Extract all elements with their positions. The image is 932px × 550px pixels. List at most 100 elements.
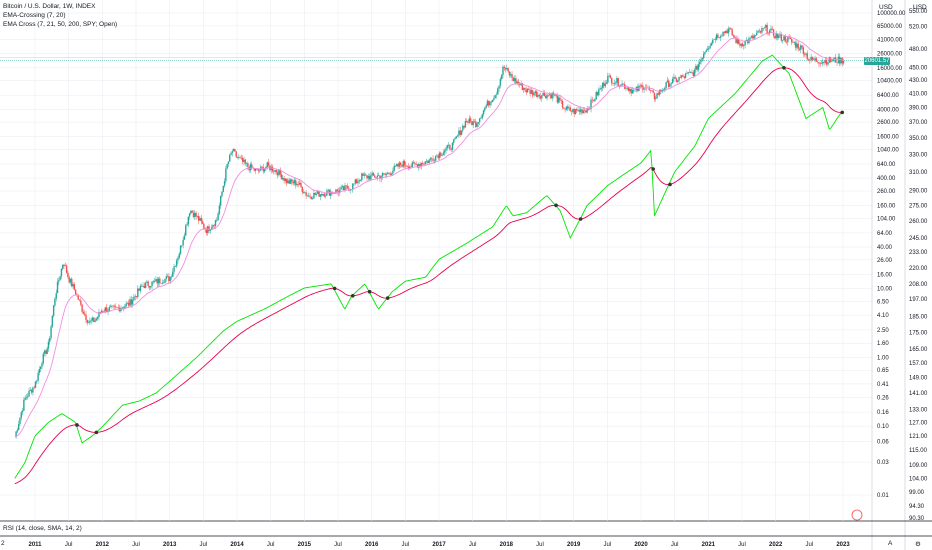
candle-body (458, 130, 460, 136)
candle-body (713, 39, 715, 41)
candle-body (557, 97, 560, 103)
candle-body (815, 58, 818, 62)
price-tick-label: 26000.00 (877, 51, 903, 57)
candle-body (222, 185, 224, 192)
candle-body (609, 75, 612, 78)
candle-body (275, 169, 278, 173)
candle-body (539, 96, 542, 99)
candle-body (504, 67, 507, 70)
candle-body (122, 307, 125, 309)
candle-body (81, 304, 83, 312)
candle-body (23, 399, 25, 411)
price-tick-label: 65000.00 (877, 24, 903, 30)
candle-body (519, 84, 521, 86)
candle-body (291, 179, 293, 182)
candle-body (166, 276, 169, 277)
auto-scale-button[interactable]: A (888, 540, 893, 547)
candle-body (39, 366, 42, 369)
candle-body (469, 118, 472, 122)
candle-body (93, 317, 95, 322)
candle-body (221, 191, 223, 196)
candle-body (235, 151, 237, 157)
candle-body (128, 302, 130, 306)
candle-body (153, 281, 156, 282)
candle-body (165, 276, 167, 279)
legend-ema-crossing[interactable]: EMA-Crossing (7, 20) (3, 12, 66, 19)
candle-body (288, 180, 291, 184)
candle-body (765, 24, 767, 28)
candle-body (183, 235, 186, 240)
candle-body (796, 43, 798, 48)
cross-marker (651, 167, 655, 171)
spy-tick-label: 197.00 (909, 297, 928, 303)
candle-body (573, 109, 575, 114)
candle-body (759, 31, 762, 33)
cross-marker (367, 289, 372, 294)
candle-body (521, 83, 524, 90)
candle-body (434, 156, 437, 161)
candle-body (677, 80, 679, 82)
legend-ema-cross[interactable]: EMA Cross (7, 21, 50, 200, SPY; Open) (3, 21, 118, 28)
candle-body (462, 125, 464, 131)
candle-body (756, 32, 758, 35)
candle-body (507, 68, 509, 72)
candle-body (99, 311, 101, 313)
price-tick-label: 1.60 (877, 341, 889, 347)
candle-body (300, 182, 302, 187)
price-tick-label: 0.01 (877, 493, 889, 499)
candle-body (207, 226, 209, 234)
candle-body (705, 50, 707, 52)
time-tick-label: Jul (132, 542, 140, 548)
rsi-legend[interactable]: RSI (14, close, SMA, 14, 2) (3, 525, 82, 532)
settings-icon[interactable]: ⚙ (915, 541, 921, 548)
candle-body (596, 91, 599, 96)
candle-body (335, 189, 337, 194)
candle-body (173, 266, 175, 272)
candle-body (30, 389, 33, 393)
candle-body (429, 158, 432, 160)
candle-body (766, 24, 768, 34)
spy-tick-label: 133.00 (909, 407, 928, 413)
candle-body (341, 186, 344, 188)
candle-body (832, 59, 834, 62)
candle-body (678, 77, 680, 81)
candle-body (264, 168, 266, 172)
candle-body (159, 278, 161, 284)
candle-body (29, 389, 32, 391)
legend-symbol[interactable]: Bitcoin / U.S. Dollar, 1W, INDEX (3, 3, 96, 10)
candle-body (46, 348, 48, 354)
candle-body (174, 266, 177, 267)
candle-body (203, 223, 205, 229)
spy-tick-label: 290.00 (909, 189, 928, 195)
candle-body (266, 162, 268, 167)
candle-body (605, 82, 608, 84)
candle-body (327, 189, 329, 191)
candle-body (494, 95, 496, 99)
candle-body (633, 89, 635, 91)
candle-body (317, 191, 319, 194)
candle-body (278, 169, 280, 176)
time-tick-label: 2022 (769, 542, 783, 548)
candle-body (38, 368, 41, 374)
candle-body (453, 139, 455, 143)
candle-body (512, 77, 515, 82)
candle-body (791, 38, 793, 43)
candle-body (309, 195, 311, 197)
candle-body (486, 100, 489, 106)
time-tick-label: 2021 (702, 542, 716, 548)
candle-body (806, 53, 808, 60)
candle-body (397, 164, 399, 167)
candle-body (731, 29, 733, 36)
candle-body (792, 42, 794, 43)
candle-body (195, 212, 197, 217)
candle-body (555, 94, 557, 96)
spy-tick-label: 115.00 (909, 448, 928, 454)
candle-body (345, 185, 347, 187)
candle-body (779, 34, 781, 36)
candle-body (175, 260, 178, 267)
candle-body (622, 83, 625, 85)
spy-tick-label: 109.00 (909, 463, 928, 469)
candle-body (547, 94, 549, 96)
candle-body (28, 390, 30, 397)
